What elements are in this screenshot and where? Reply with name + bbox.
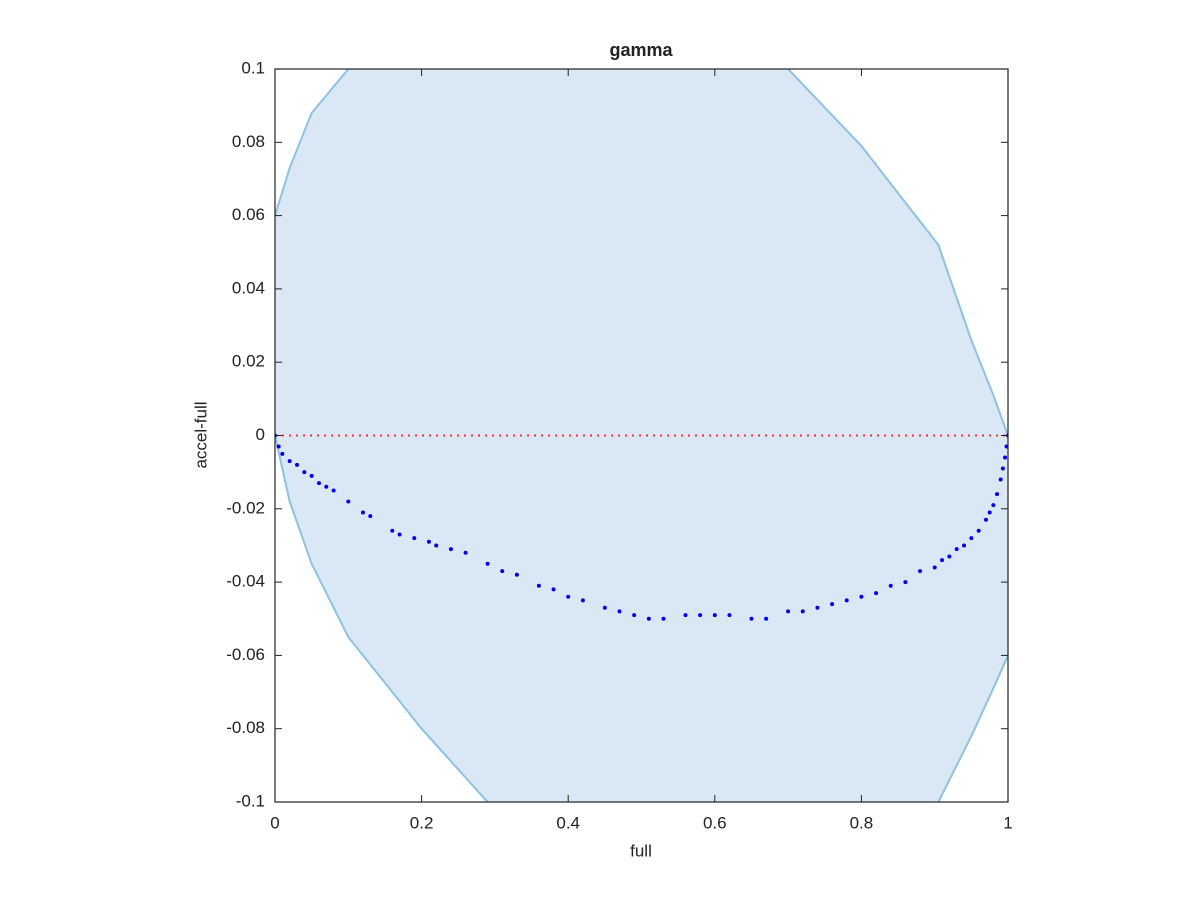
point: [712, 613, 717, 618]
point: [940, 558, 945, 563]
x-axis-label: full: [630, 841, 652, 860]
point: [764, 616, 769, 621]
y-tick-label: -0.02: [226, 498, 265, 517]
x-tick-label: 1: [1003, 813, 1012, 832]
y-tick-label: -0.06: [226, 645, 265, 664]
x-tick-label: 0.6: [703, 813, 727, 832]
point: [368, 514, 373, 519]
y-tick-label: 0.06: [232, 205, 265, 224]
y-tick-label: 0.1: [241, 58, 265, 77]
band-lower-edge: [275, 435, 1008, 802]
point: [602, 605, 607, 610]
point: [698, 613, 703, 618]
point: [976, 528, 981, 533]
point: [954, 547, 959, 552]
y-tick-label: -0.1: [236, 791, 265, 810]
point: [434, 543, 439, 548]
x-tick-label: 0.4: [556, 813, 580, 832]
point: [1000, 466, 1005, 471]
y-tick-label: -0.04: [226, 572, 265, 591]
y-tick-label: -0.08: [226, 718, 265, 737]
point: [280, 451, 285, 456]
point: [617, 609, 622, 614]
point: [412, 536, 417, 541]
band-upper-edge: [275, 69, 1008, 436]
point: [426, 539, 431, 544]
point: [287, 459, 292, 464]
point: [1003, 455, 1008, 460]
point: [324, 484, 329, 489]
point: [749, 616, 754, 621]
point: [998, 477, 1003, 482]
point: [888, 583, 893, 588]
point: [874, 591, 879, 596]
point: [815, 605, 820, 610]
point: [536, 583, 541, 588]
point: [309, 473, 314, 478]
point: [987, 510, 992, 515]
point: [984, 517, 989, 522]
plot-area: [275, 69, 1008, 802]
point: [991, 503, 996, 508]
point: [969, 536, 974, 541]
point: [995, 492, 1000, 497]
y-tick-label: 0.04: [232, 278, 265, 297]
y-axis-label: accel-full: [191, 401, 210, 468]
x-tick-label: 0: [270, 813, 279, 832]
point: [397, 532, 402, 537]
y-tick-label: 0.02: [232, 352, 265, 371]
point: [844, 598, 849, 603]
point: [661, 616, 666, 621]
point: [566, 594, 571, 599]
point: [646, 616, 651, 621]
point: [276, 444, 281, 449]
point: [727, 613, 732, 618]
point: [580, 598, 585, 603]
point: [903, 580, 908, 585]
x-tick-label: 0.8: [850, 813, 874, 832]
point: [800, 609, 805, 614]
point: [346, 499, 351, 504]
point: [360, 510, 365, 515]
point: [331, 488, 336, 493]
point: [316, 481, 321, 486]
point: [632, 613, 637, 618]
point: [463, 550, 468, 555]
point: [786, 609, 791, 614]
point: [932, 565, 937, 570]
point: [485, 561, 490, 566]
chart-title: gamma: [609, 40, 673, 60]
point: [859, 594, 864, 599]
y-tick-label: 0.08: [232, 132, 265, 151]
point: [514, 572, 519, 577]
y-tick-label: 0: [256, 425, 265, 444]
point: [294, 462, 299, 467]
point: [683, 613, 688, 618]
point: [918, 569, 923, 574]
point: [551, 587, 556, 592]
x-tick-label: 0.2: [410, 813, 434, 832]
band-area: [275, 69, 1008, 802]
point: [302, 470, 307, 475]
point: [947, 554, 952, 559]
point: [500, 569, 505, 574]
point: [962, 543, 967, 548]
point: [830, 602, 835, 607]
point: [448, 547, 453, 552]
point: [390, 528, 395, 533]
point: [1004, 444, 1008, 449]
